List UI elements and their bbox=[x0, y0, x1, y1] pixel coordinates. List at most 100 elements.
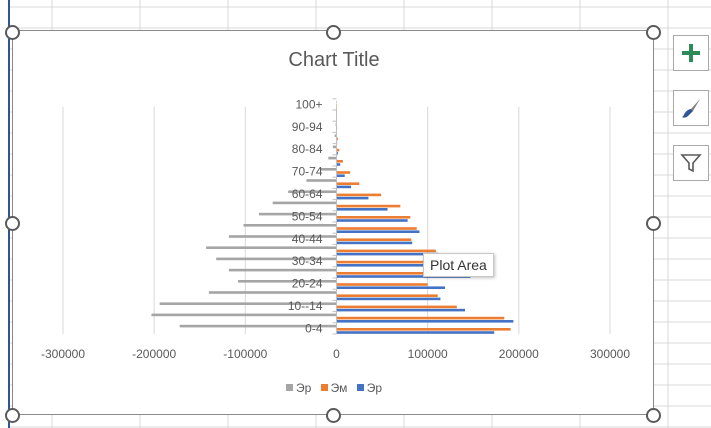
bar-25-29[interactable] bbox=[228, 268, 337, 272]
bar-85-89[interactable] bbox=[336, 137, 338, 141]
category-tick-label: 100+ bbox=[295, 97, 322, 111]
bar-80-84[interactable] bbox=[336, 152, 338, 155]
bar-10--14[interactable] bbox=[336, 305, 457, 309]
bar-65-69[interactable] bbox=[336, 185, 352, 189]
bar-40-44[interactable] bbox=[336, 238, 412, 241]
bar-50-54[interactable] bbox=[336, 216, 411, 219]
bar-15-19[interactable] bbox=[208, 291, 337, 294]
bar-15-19[interactable] bbox=[336, 294, 438, 297]
bar-10--14[interactable] bbox=[159, 302, 337, 305]
category-tick-label: 80-84 bbox=[292, 142, 323, 156]
bar-35-39[interactable] bbox=[206, 246, 337, 249]
bar-80-84[interactable] bbox=[336, 148, 340, 152]
resize-handle-top-left[interactable] bbox=[5, 25, 20, 40]
bar-75-79[interactable] bbox=[336, 160, 343, 163]
chart-legend[interactable]: Эр Эм Эр bbox=[13, 380, 655, 395]
category-tick-label: 30-34 bbox=[292, 254, 323, 268]
bar-70-74[interactable] bbox=[336, 174, 345, 177]
sheet-column-border bbox=[8, 0, 10, 428]
bar-50-54[interactable] bbox=[336, 219, 408, 222]
chart-elements-button[interactable] bbox=[673, 35, 709, 71]
legend-swatch-blue bbox=[356, 384, 364, 391]
chart-title[interactable]: Chart Title bbox=[288, 49, 380, 71]
x-tick-label: 100000 bbox=[408, 347, 448, 361]
bar-30-34[interactable] bbox=[216, 257, 337, 261]
category-tick-label: 10--14 bbox=[288, 299, 323, 313]
bar-55-59[interactable] bbox=[336, 204, 401, 208]
resize-handle-middle-right[interactable] bbox=[646, 216, 661, 231]
bar-10--14[interactable] bbox=[336, 308, 466, 312]
bar-35-39[interactable] bbox=[336, 249, 436, 253]
bar-50-54[interactable] bbox=[259, 212, 337, 216]
x-tick-label: -200000 bbox=[132, 347, 176, 361]
chart-styles-button[interactable] bbox=[673, 90, 709, 126]
bar-45-49[interactable] bbox=[336, 230, 420, 233]
x-tick-label: -100000 bbox=[223, 347, 267, 361]
bar-70-74[interactable] bbox=[320, 168, 337, 171]
bar-55-59[interactable] bbox=[336, 208, 388, 211]
category-tick-label: 60-64 bbox=[292, 187, 323, 201]
bar-65-69[interactable] bbox=[336, 182, 360, 185]
paintbrush-icon bbox=[682, 99, 700, 118]
resize-handle-bottom-left[interactable] bbox=[5, 408, 20, 423]
bar-5-9[interactable] bbox=[336, 320, 514, 323]
legend-label: Эр bbox=[366, 380, 383, 395]
resize-handle-bottom-center[interactable] bbox=[326, 408, 341, 423]
x-tick-label: 300000 bbox=[590, 347, 630, 361]
bar-5-9[interactable] bbox=[151, 313, 337, 317]
bar-40-44[interactable] bbox=[228, 235, 337, 238]
plus-icon bbox=[682, 44, 700, 62]
bar-30-34[interactable] bbox=[336, 260, 458, 264]
bar-60-64[interactable] bbox=[288, 190, 337, 193]
chart-area[interactable]: Chart Title 0-4 10--14 20-24 30-34 40-44 50-5… bbox=[12, 30, 654, 415]
resize-handle-top-right[interactable] bbox=[646, 25, 661, 40]
funnel-icon bbox=[680, 154, 702, 173]
bar-0-4[interactable] bbox=[179, 324, 337, 328]
bar-25-29[interactable] bbox=[336, 272, 455, 275]
resize-handle-middle-left[interactable] bbox=[5, 216, 20, 231]
legend-item[interactable]: Эр bbox=[356, 380, 383, 395]
category-tick-label: 0-4 bbox=[305, 321, 323, 335]
bar-15-19[interactable] bbox=[336, 297, 441, 301]
bar-30-34[interactable] bbox=[336, 264, 466, 267]
bar-60-64[interactable] bbox=[336, 193, 382, 197]
legend-item[interactable]: Эр bbox=[285, 380, 312, 395]
bar-75-79[interactable] bbox=[336, 163, 341, 166]
bar-100+[interactable] bbox=[336, 104, 338, 107]
resize-handle-bottom-right[interactable] bbox=[646, 408, 661, 423]
legend-label: Эр bbox=[295, 380, 312, 395]
bar-60-64[interactable] bbox=[336, 196, 369, 200]
resize-handle-top-center[interactable] bbox=[326, 25, 341, 40]
category-tick-label: 50-54 bbox=[292, 209, 323, 223]
bar-0-4[interactable] bbox=[336, 331, 495, 334]
bar-65-69[interactable] bbox=[306, 179, 337, 182]
bar-0-4[interactable] bbox=[336, 328, 511, 331]
bar-100+[interactable] bbox=[336, 100, 337, 104]
bar-55-59[interactable] bbox=[272, 201, 337, 205]
chart-plot-svg[interactable]: 0-4 10--14 20-24 30-34 40-44 50-54 60-64 70-74 8… bbox=[13, 31, 655, 416]
category-tick-label: 90-94 bbox=[292, 120, 323, 134]
bar-20-24[interactable] bbox=[336, 283, 428, 286]
legend-swatch-gray bbox=[285, 384, 293, 391]
legend-label: Эм bbox=[330, 380, 348, 395]
x-tick-label: 200000 bbox=[499, 347, 539, 361]
bar-5-9[interactable] bbox=[336, 316, 505, 320]
plot-area-tooltip: Plot Area bbox=[423, 253, 494, 277]
bar-80-84[interactable] bbox=[332, 145, 337, 149]
legend-swatch-orange bbox=[320, 384, 328, 391]
bar-40-44[interactable] bbox=[336, 241, 413, 245]
category-tick-label: 70-74 bbox=[292, 165, 323, 179]
x-tick-label: 0 bbox=[333, 347, 340, 361]
chart-filters-button[interactable] bbox=[673, 145, 709, 181]
legend-item[interactable]: Эм bbox=[320, 380, 348, 395]
bar-85-89[interactable] bbox=[334, 134, 337, 137]
sheet-left-edge bbox=[0, 0, 8, 428]
bar-35-39[interactable] bbox=[336, 252, 439, 256]
bar-20-24[interactable] bbox=[238, 280, 337, 283]
bar-75-79[interactable] bbox=[328, 156, 337, 160]
bar-25-29[interactable] bbox=[336, 275, 471, 278]
bar-45-49[interactable] bbox=[243, 224, 337, 227]
bar-70-74[interactable] bbox=[336, 171, 351, 174]
bar-20-24[interactable] bbox=[336, 286, 445, 289]
bar-45-49[interactable] bbox=[336, 227, 417, 230]
